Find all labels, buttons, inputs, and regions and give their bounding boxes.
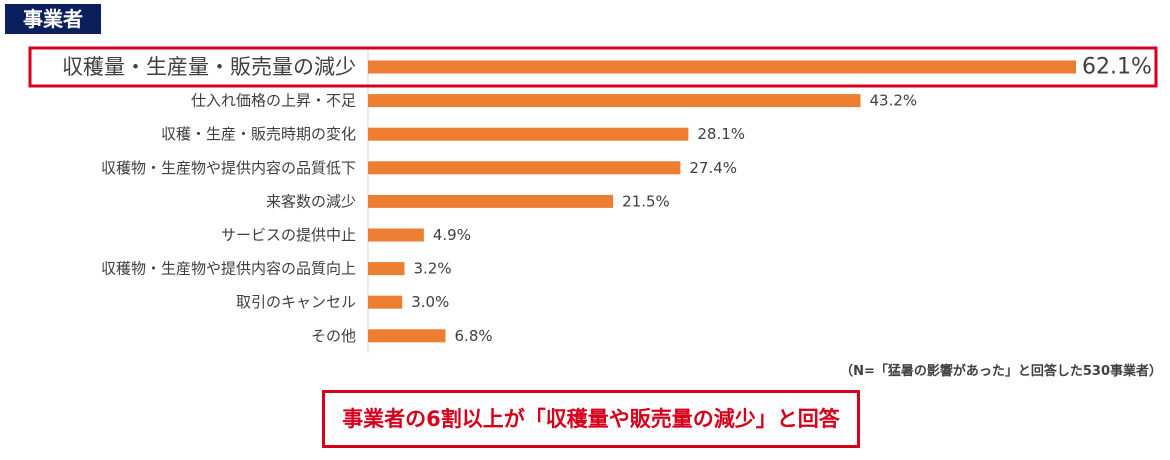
bar: [368, 262, 405, 276]
highlight-box: [28, 46, 1158, 88]
bar: [368, 194, 614, 208]
category-label: 収穫・生産・販売時期の変化: [161, 125, 356, 143]
value-label: 3.0%: [411, 293, 449, 311]
category-label: 収穫物・生産物や提供内容の品質向上: [101, 260, 356, 278]
value-label: 43.2%: [870, 92, 918, 110]
category-label: 収穫物・生産物や提供内容の品質低下: [101, 159, 356, 177]
segment-tag: 事業者: [5, 4, 101, 34]
value-label: 6.8%: [455, 327, 493, 345]
bar: [368, 228, 424, 242]
value-label: 4.9%: [433, 226, 471, 244]
bar: [368, 161, 681, 175]
category-label: サービスの提供中止: [221, 226, 356, 244]
bar: [368, 94, 861, 108]
value-label: 27.4%: [689, 159, 737, 177]
category-label: 仕入れ価格の上昇・不足: [191, 92, 356, 110]
bar-chart: 収穫量・生産量・販売量の減少 62.1% 仕入れ価格の上昇・不足 43.2% 収穫・生産…: [28, 46, 1158, 353]
bars-group: 収穫量・生産量・販売量の減少 62.1% 仕入れ価格の上昇・不足 43.2% 収穫・生産…: [62, 55, 1152, 345]
category-label: 収穫量・生産量・販売量の減少: [62, 55, 356, 79]
value-label: 3.2%: [413, 260, 451, 278]
category-label: その他: [311, 327, 356, 345]
sample-note: （N=「猛暑の影響があった」と回答した530事業者）: [840, 364, 1162, 379]
bar: [368, 329, 446, 343]
value-label: 62.1%: [1082, 55, 1152, 80]
category-label: 取引のキャンセル: [236, 293, 356, 311]
bar: [368, 295, 403, 309]
value-label: 28.1%: [697, 125, 745, 143]
value-label: 21.5%: [622, 192, 670, 210]
bar: [368, 60, 1076, 74]
conclusion-box: 事業者の6割以上が「収穫量や販売量の減少」と回答: [322, 390, 860, 448]
category-label: 来客数の減少: [266, 192, 356, 210]
bar: [368, 127, 689, 141]
